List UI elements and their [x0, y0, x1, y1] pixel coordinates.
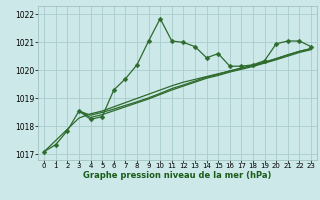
X-axis label: Graphe pression niveau de la mer (hPa): Graphe pression niveau de la mer (hPa) — [84, 171, 272, 180]
